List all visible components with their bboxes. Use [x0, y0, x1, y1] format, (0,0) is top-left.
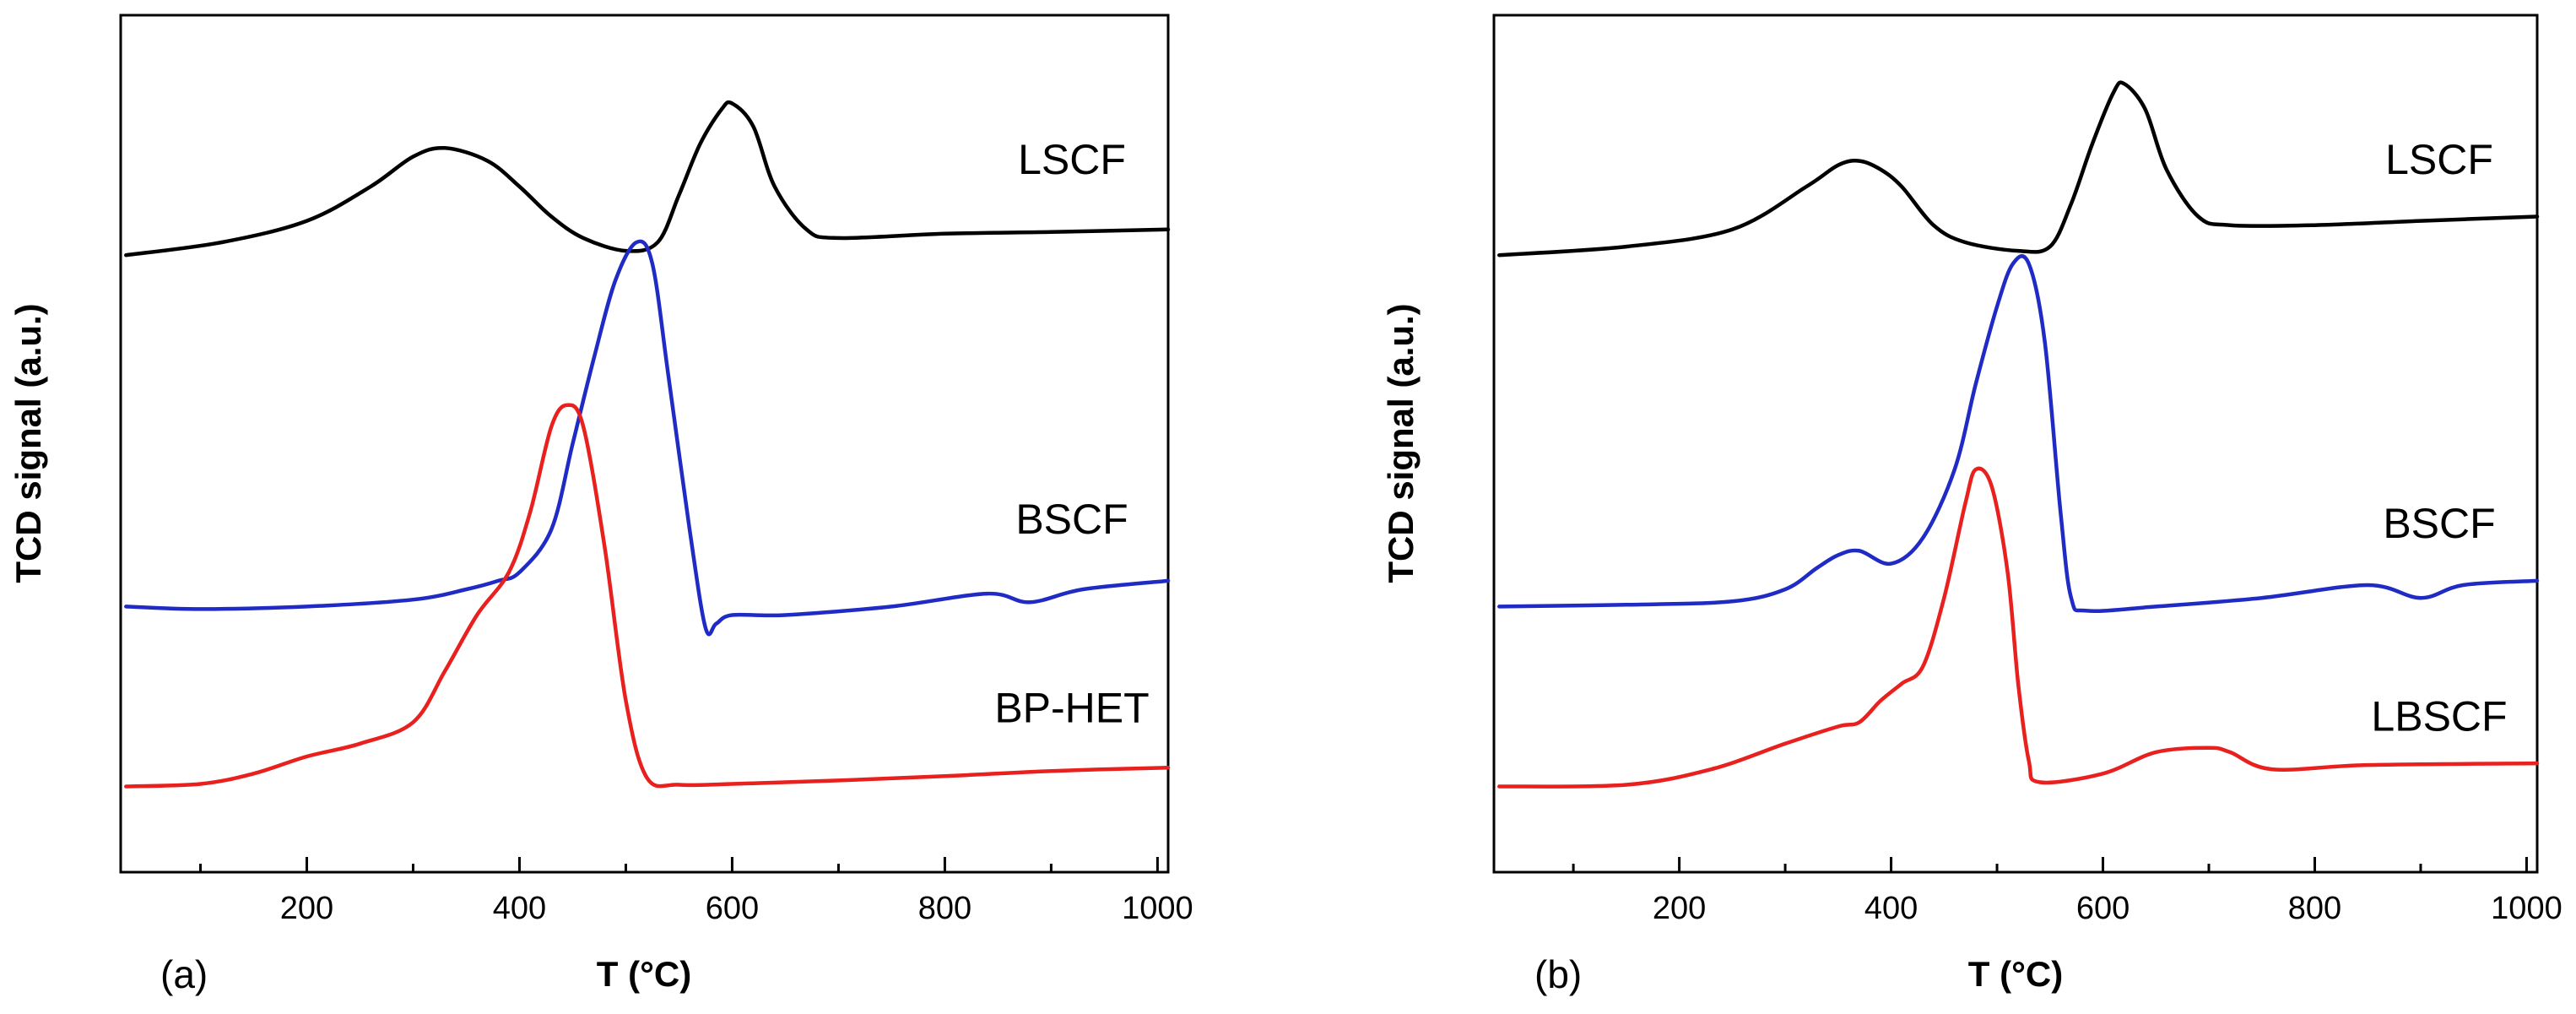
- series-line-bscf: [1497, 254, 2540, 614]
- series-line-bp-het: [124, 403, 1171, 789]
- panel-a-series-labels: LSCF BSCF BP-HET: [994, 136, 1149, 732]
- x-tick-label-200: 200: [1653, 891, 1706, 926]
- series-line-lscf: [1497, 80, 2540, 258]
- x-tick-label-1000: 1000: [1122, 891, 1193, 926]
- series-line-lbscf: [1497, 466, 2540, 789]
- panel-b-label: (b): [1534, 952, 1582, 996]
- panel-b-x-axis-label: T (°C): [1968, 954, 2063, 994]
- panel-a-x-axis-label: T (°C): [597, 954, 691, 994]
- panel-a-frame: [119, 14, 1170, 874]
- panel-a-y-axis-label: TCD signal (a.u.): [8, 303, 48, 583]
- x-tick-label-800: 800: [2288, 891, 2341, 926]
- x-tick-label-800: 800: [918, 891, 971, 926]
- series-label-bscf: BSCF: [1015, 496, 1128, 543]
- series-label-lscf: LSCF: [1018, 136, 1126, 183]
- x-tick-label-200: 200: [280, 891, 333, 926]
- panel-b: 200 400 600 800 1000 LSCF BSCF LBSCF T (°C) TC…: [1381, 14, 2562, 996]
- panel-b-series-labels: LSCF BSCF LBSCF: [2371, 136, 2507, 740]
- series-line-bscf: [124, 239, 1171, 637]
- series-label-lbscf: LBSCF: [2371, 693, 2507, 740]
- panel-a-curves: [124, 100, 1171, 789]
- x-tick-label-600: 600: [706, 891, 759, 926]
- x-tick-label-1000: 1000: [2491, 891, 2562, 926]
- panel-a-x-ticks: 200 400 600 800 1000: [198, 857, 1193, 926]
- series-line-lscf: [124, 100, 1171, 258]
- x-tick-label-400: 400: [1864, 891, 1918, 926]
- panel-b-curves: [1497, 80, 2540, 789]
- panel-b-frame: [1492, 14, 2539, 874]
- series-label-bp-het: BP-HET: [994, 684, 1149, 731]
- panel-b-y-axis-label: TCD signal (a.u.): [1381, 303, 1421, 583]
- x-tick-label-600: 600: [2076, 891, 2130, 926]
- panel-a: 200 400 600 800 1000 LSCF BSCF BP-HET T (°C) T…: [8, 14, 1193, 996]
- x-tick-label-400: 400: [493, 891, 546, 926]
- series-label-lscf: LSCF: [2385, 136, 2493, 183]
- panel-a-label: (a): [160, 952, 208, 996]
- panel-b-x-ticks: 200 400 600 800 1000: [1572, 857, 2562, 926]
- series-label-bscf: BSCF: [2383, 500, 2495, 547]
